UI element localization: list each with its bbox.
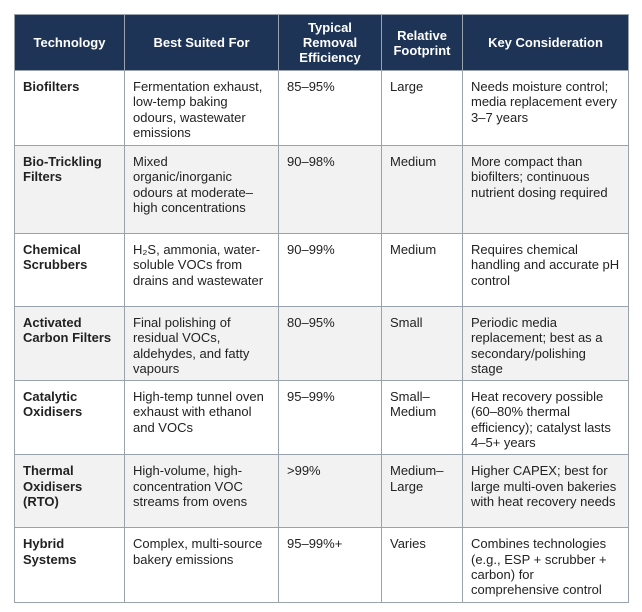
column-header: Technology <box>14 14 125 71</box>
table-row: Biofilters Fermentation exhaust, low-temp… <box>14 70 629 146</box>
table-row: Bio-Trickling Filters Mixed organic/inorg… <box>14 145 629 234</box>
table-cell: Combines technologies (e.g., ESP + scrub… <box>462 527 629 604</box>
technology-cell: Bio-Trickling Filters <box>14 145 125 234</box>
table-cell: More compact than biofilters; continuous… <box>462 145 629 234</box>
table-cell: Needs moisture control; media replacemen… <box>462 70 629 146</box>
table-cell: >99% <box>278 454 382 529</box>
table-cell: Heat recovery possible (60–80% thermal e… <box>462 380 629 456</box>
table-row: Catalytic Oxidisers High-temp tunnel oven… <box>14 380 629 456</box>
table-cell: Periodic media replacement; best as a se… <box>462 305 629 382</box>
table-row: Thermal Oxidisers (RTO) High-volume, high… <box>14 454 629 529</box>
table-cell: Medium–Large <box>381 454 463 529</box>
table-cell: 90–99% <box>278 233 382 307</box>
column-header: Relative Footprint <box>381 14 463 71</box>
table-cell: Requires chemical handling and accurate … <box>462 233 629 307</box>
table-cell: H₂S, ammonia, water-soluble VOCs from dr… <box>124 233 279 307</box>
technology-cell: Biofilters <box>14 70 125 146</box>
table-cell: 90–98% <box>278 145 382 234</box>
table-header: Technology Best Suited For Typical Removal… <box>14 14 629 71</box>
table-cell: Small <box>381 305 463 382</box>
table-cell: 95–99% <box>278 380 382 456</box>
comparison-table: Technology Best Suited For Typical Removal… <box>14 14 629 604</box>
table-row: Chemical Scrubbers H₂S, ammonia, water-so… <box>14 233 629 307</box>
table-cell: Medium <box>381 233 463 307</box>
table-cell: Small–Medium <box>381 380 463 456</box>
table-row: Activated Carbon Filters Final polishing … <box>14 305 629 382</box>
table-row: Hybrid Systems Complex, multi-source bake… <box>14 527 629 604</box>
table-cell: Complex, multi-source bakery emissions <box>124 527 279 604</box>
table-cell: Final polishing of residual VOCs, aldehy… <box>124 305 279 382</box>
table-cell: High-temp tunnel oven exhaust with ethan… <box>124 380 279 456</box>
table-cell: 95–99%+ <box>278 527 382 604</box>
technology-cell: Hybrid Systems <box>14 527 125 604</box>
header-row: Technology Best Suited For Typical Removal… <box>14 14 629 71</box>
column-header: Key Consideration <box>462 14 629 71</box>
table-cell: 80–95% <box>278 305 382 382</box>
table-body: Biofilters Fermentation exhaust, low-temp… <box>14 70 629 604</box>
table-cell: Fermentation exhaust, low-temp baking od… <box>124 70 279 146</box>
table-cell: 85–95% <box>278 70 382 146</box>
table-cell: Higher CAPEX; best for large multi-oven … <box>462 454 629 529</box>
table-cell: Mixed organic/inorganic odours at modera… <box>124 145 279 234</box>
table-cell: High-volume, high-concentration VOC stre… <box>124 454 279 529</box>
column-header: Typical Removal Efficiency <box>278 14 382 71</box>
technology-cell: Catalytic Oxidisers <box>14 380 125 456</box>
technology-cell: Thermal Oxidisers (RTO) <box>14 454 125 529</box>
table-cell: Medium <box>381 145 463 234</box>
technology-cell: Chemical Scrubbers <box>14 233 125 307</box>
table-cell: Varies <box>381 527 463 604</box>
technology-cell: Activated Carbon Filters <box>14 305 125 382</box>
column-header: Best Suited For <box>124 14 279 71</box>
table-cell: Large <box>381 70 463 146</box>
